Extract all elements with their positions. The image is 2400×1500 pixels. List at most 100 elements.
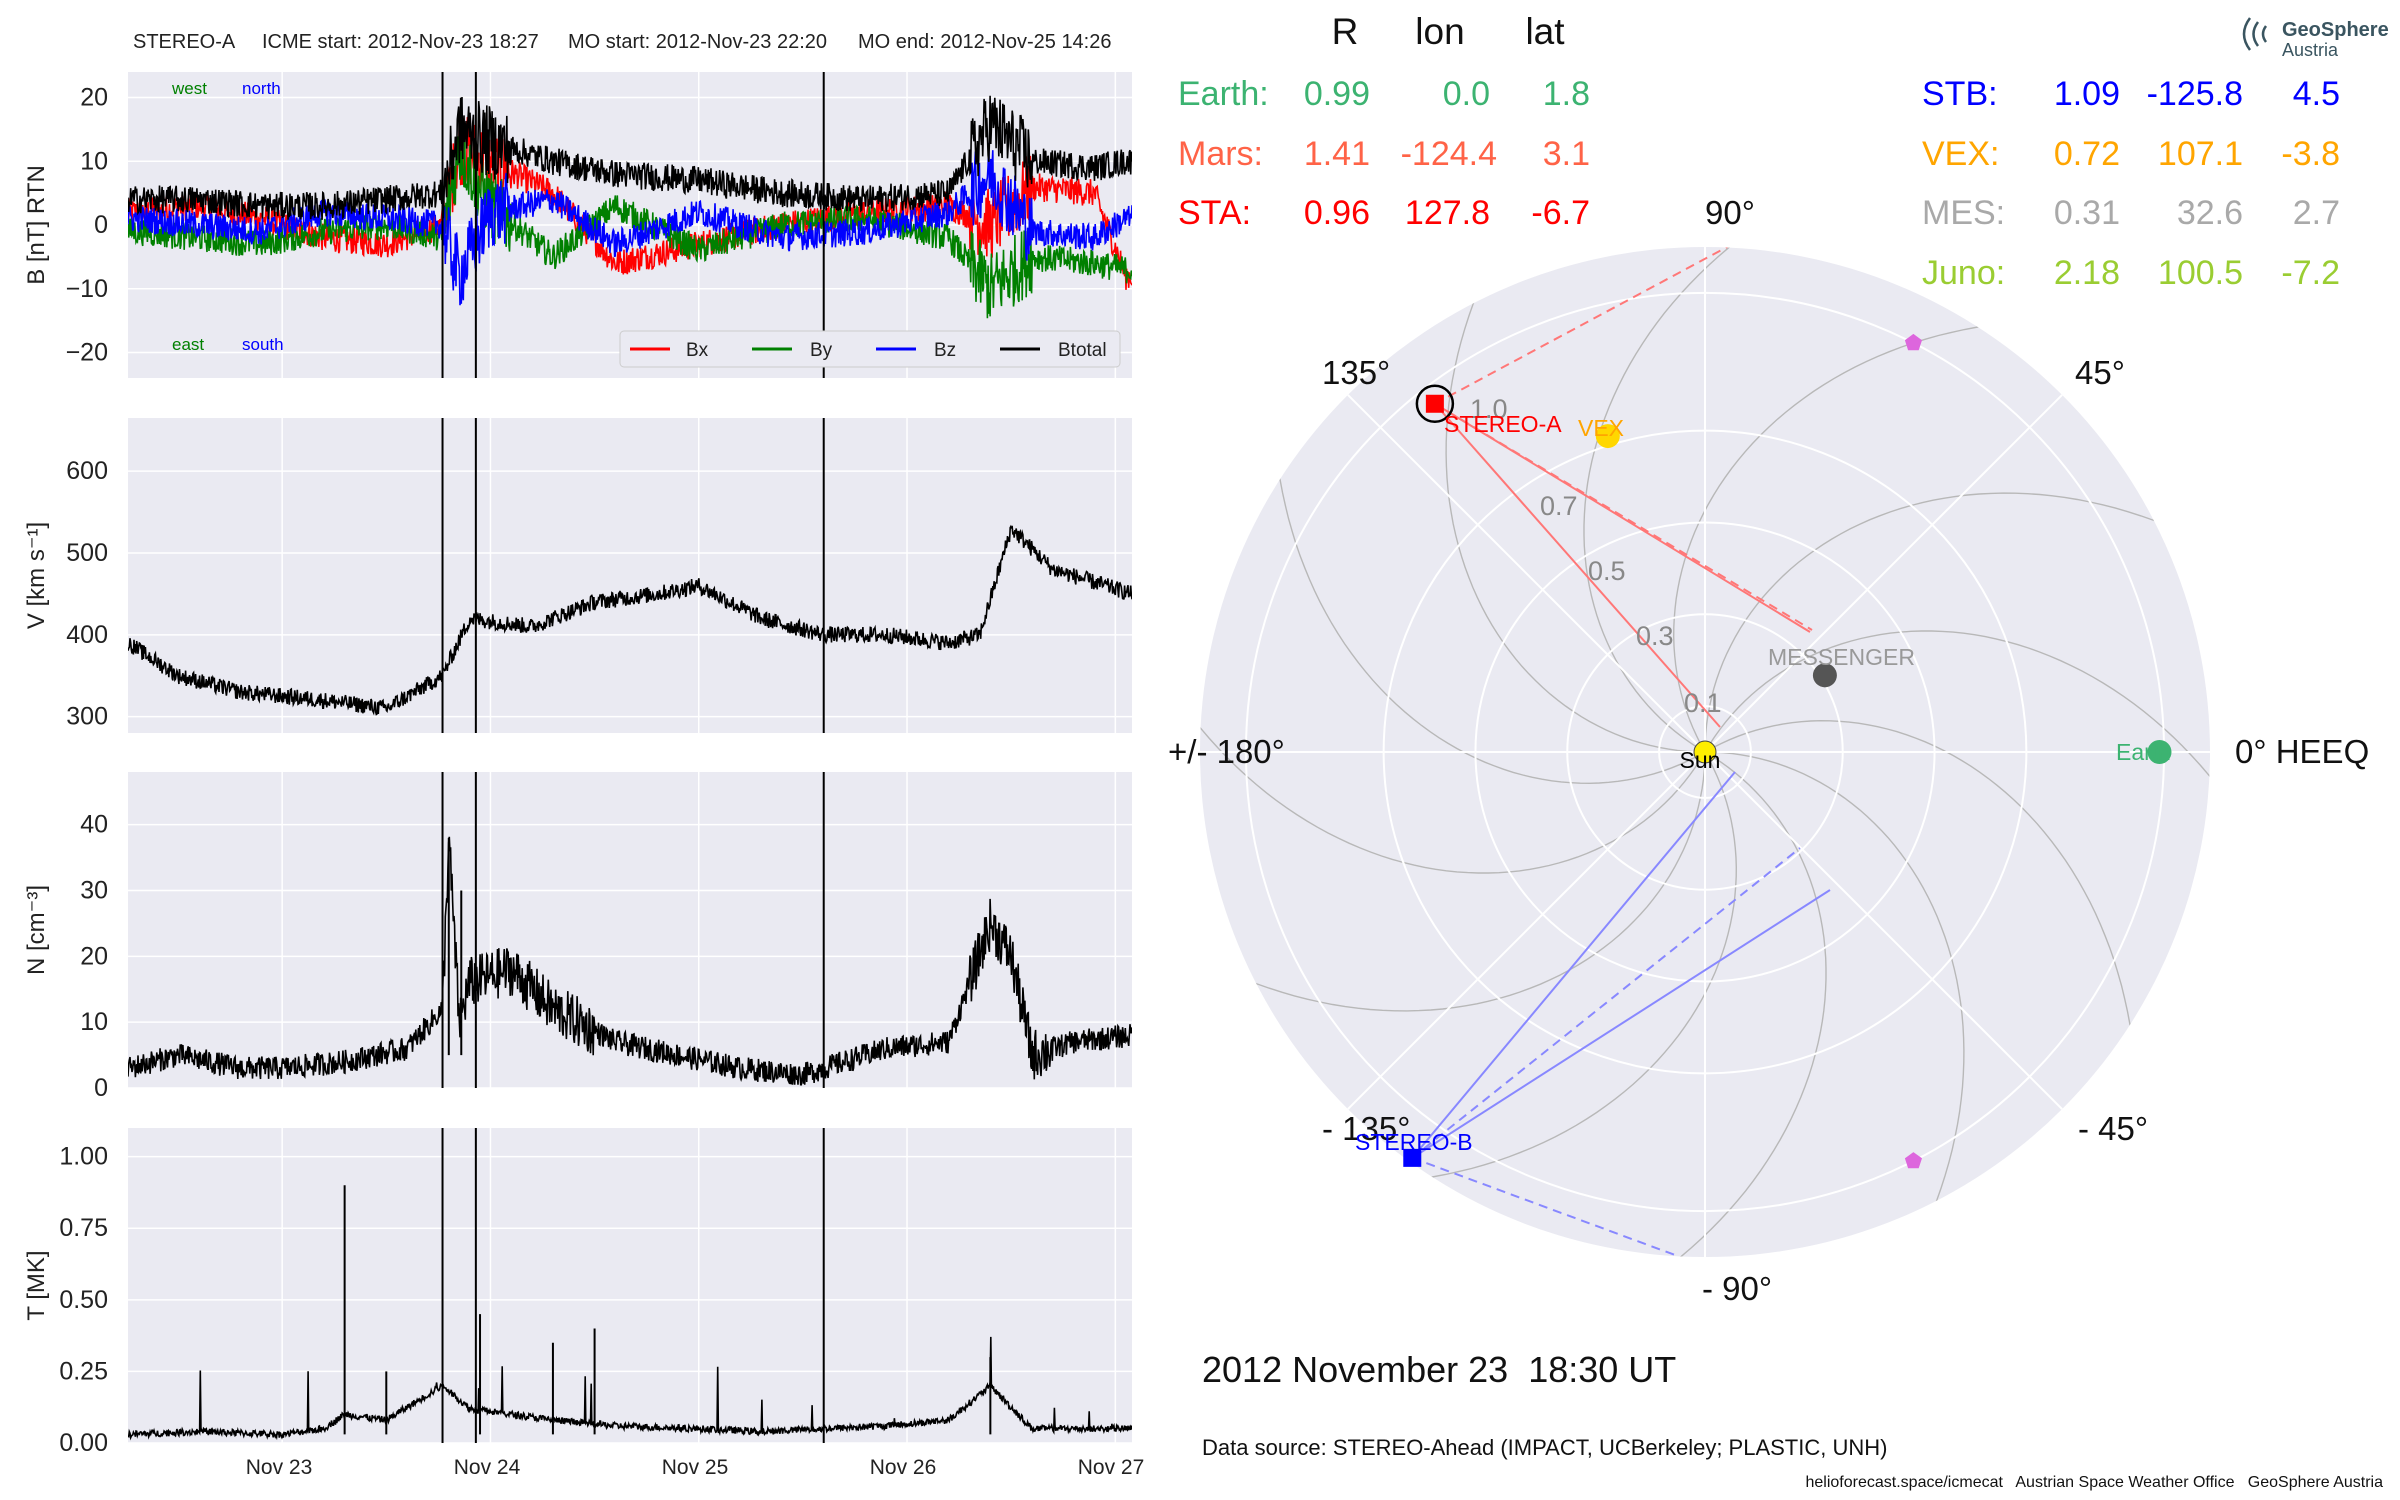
row-lat: -6.7 <box>1531 194 1590 232</box>
n-ytick-label: 30 <box>80 877 108 905</box>
row-lat: 2.7 <box>2293 194 2340 232</box>
n-ytick-label: 0 <box>94 1074 108 1102</box>
header-icme-start: ICME start: 2012-Nov-23 18:27 <box>262 31 539 53</box>
header-mo-end: MO end: 2012-Nov-25 14:26 <box>858 31 1112 53</box>
row-lat: 3.1 <box>1543 135 1590 173</box>
angle-label-180: +/- 180° <box>1168 733 1285 770</box>
t-ytick-label: 1.00 <box>59 1143 108 1171</box>
logo-line1: GeoSphere <box>2282 19 2389 41</box>
v-ytick-label: 500 <box>66 539 108 567</box>
row-lon: 0.0 <box>1443 75 1490 113</box>
magnetic-field-panel: 20 10 0 −10 −20 B [nT] RTN <box>23 72 1132 378</box>
header-mo-start: MO start: 2012-Nov-23 22:20 <box>568 31 827 53</box>
t-series-line <box>128 1336 1132 1441</box>
logo-line2: Austria <box>2282 40 2339 60</box>
parker-spiral <box>1583 247 1774 753</box>
row-lat: -3.8 <box>2281 135 2340 173</box>
sta-line <box>1434 247 1756 405</box>
sta-line <box>1434 402 1811 633</box>
parker-spiral <box>1636 751 1827 1257</box>
b-ytick-label: 10 <box>80 147 108 175</box>
v-plot-area <box>128 418 1132 733</box>
date-label: 2012 November 23 18:30 UT <box>1202 1349 1676 1390</box>
table-row-mes: MES: 0.31 32.6 2.7 <box>1922 194 2340 232</box>
radial-label-0.1: 0.1 <box>1684 688 1722 718</box>
legend-by: By <box>810 340 833 361</box>
t-ylabel: T [MK] <box>23 1250 50 1320</box>
t-plot-area <box>128 1128 1132 1443</box>
x-tick-1: Nov 24 <box>454 1456 521 1479</box>
t-ytick-label: 0.75 <box>59 1214 108 1242</box>
marker-stereo-b <box>1403 1148 1422 1167</box>
row-lat: 4.5 <box>2293 75 2340 113</box>
row-lon: 100.5 <box>2158 254 2243 292</box>
table-row-mars: Mars: 1.41 -124.4 3.1 <box>1178 135 1590 173</box>
parker-spiral <box>1704 719 2137 1081</box>
x-tick-2: Nov 25 <box>662 1456 729 1479</box>
row-r: 0.72 <box>2054 135 2120 173</box>
stb-line <box>1411 889 1831 1159</box>
legend-bz: Bz <box>934 340 956 361</box>
b-ytick-label: 20 <box>80 84 108 112</box>
v-ytick-label: 600 <box>66 457 108 485</box>
table-row-earth: Earth: 0.99 0.0 1.8 <box>1178 75 1590 113</box>
x-tick-3: Nov 26 <box>870 1456 937 1479</box>
b-ytick-label: 0 <box>94 211 108 239</box>
geosphere-logo: GeoSphere Austria <box>2242 17 2389 60</box>
row-name: VEX: <box>1922 135 1999 173</box>
b-ylabel: B [nT] RTN <box>23 165 50 285</box>
marker-sun <box>1693 740 1717 764</box>
n-series-line <box>128 836 1132 1086</box>
parker-spiral <box>1200 683 1706 874</box>
row-r: 0.31 <box>2054 194 2120 232</box>
radial-label-0.7: 0.7 <box>1540 491 1578 521</box>
label-sun: Sun <box>1680 747 1721 773</box>
row-name: MES: <box>1922 194 2005 232</box>
table-row-juno: Juno: 2.18 100.5 -7.2 <box>1922 254 2340 292</box>
legend-btotal: Btotal <box>1058 340 1107 361</box>
spacecraft-lines <box>1411 247 1831 1256</box>
stb-line <box>1411 771 1736 1159</box>
label-messenger: MESSENGER <box>1768 644 1915 670</box>
x-tick-0: Nov 23 <box>246 1456 313 1479</box>
row-r: 2.18 <box>2054 254 2120 292</box>
angular-gridline <box>1347 394 1706 753</box>
row-r: 0.96 <box>1304 194 1370 232</box>
angle-label-45: 45° <box>2075 354 2125 391</box>
b-legend: Bx By Bz Btotal <box>619 330 1121 368</box>
table-row-stb: STB: 1.09 -125.8 4.5 <box>1922 75 2340 113</box>
row-name: STA: <box>1178 194 1251 232</box>
sta-ring <box>1415 384 1455 424</box>
radial-label-1.0: 1.0 <box>1470 394 1508 424</box>
speed-panel: 600 500 400 300 V [km s⁻¹] <box>23 418 1132 733</box>
angle-label-minus-45: - 45° <box>2078 1110 2148 1147</box>
logo-mark-icon <box>2242 17 2268 51</box>
row-name: STB: <box>1922 75 1998 113</box>
parker-spiral <box>1376 751 1738 1184</box>
parker-spiral <box>1205 751 1706 1012</box>
stb-line <box>1411 847 1801 1159</box>
header-spacecraft: STEREO-A <box>133 31 236 53</box>
marker-stereo-a <box>1425 394 1444 413</box>
sta-line <box>1434 402 1813 631</box>
data-source: Data source: STEREO-Ahead (IMPACT, UCBer… <box>1202 1435 1887 1460</box>
sta-line <box>1434 403 1721 728</box>
legend-bx: Bx <box>686 340 709 361</box>
row-lat: 1.8 <box>1543 75 1590 113</box>
label-north: north <box>242 79 281 98</box>
parker-spiral <box>1704 492 2205 753</box>
parker-spiral <box>1704 630 2210 821</box>
label-west: west <box>171 79 207 98</box>
t-ytick-label: 0.00 <box>59 1429 108 1457</box>
label-stereo-a: STEREO-A <box>1444 411 1562 437</box>
parker-spiral <box>1672 320 2034 753</box>
row-r: 0.99 <box>1304 75 1370 113</box>
legend-box <box>619 330 1121 368</box>
b-ytick-label: −20 <box>66 339 108 367</box>
footer-credits: helioforecast.space/icmecat Austrian Spa… <box>1806 1474 2384 1491</box>
table-header-lon: lon <box>1415 11 1464 52</box>
row-lon: -125.8 <box>2147 75 2243 113</box>
angular-gridline <box>1704 751 2063 1110</box>
angular-gridline <box>1704 394 2063 753</box>
